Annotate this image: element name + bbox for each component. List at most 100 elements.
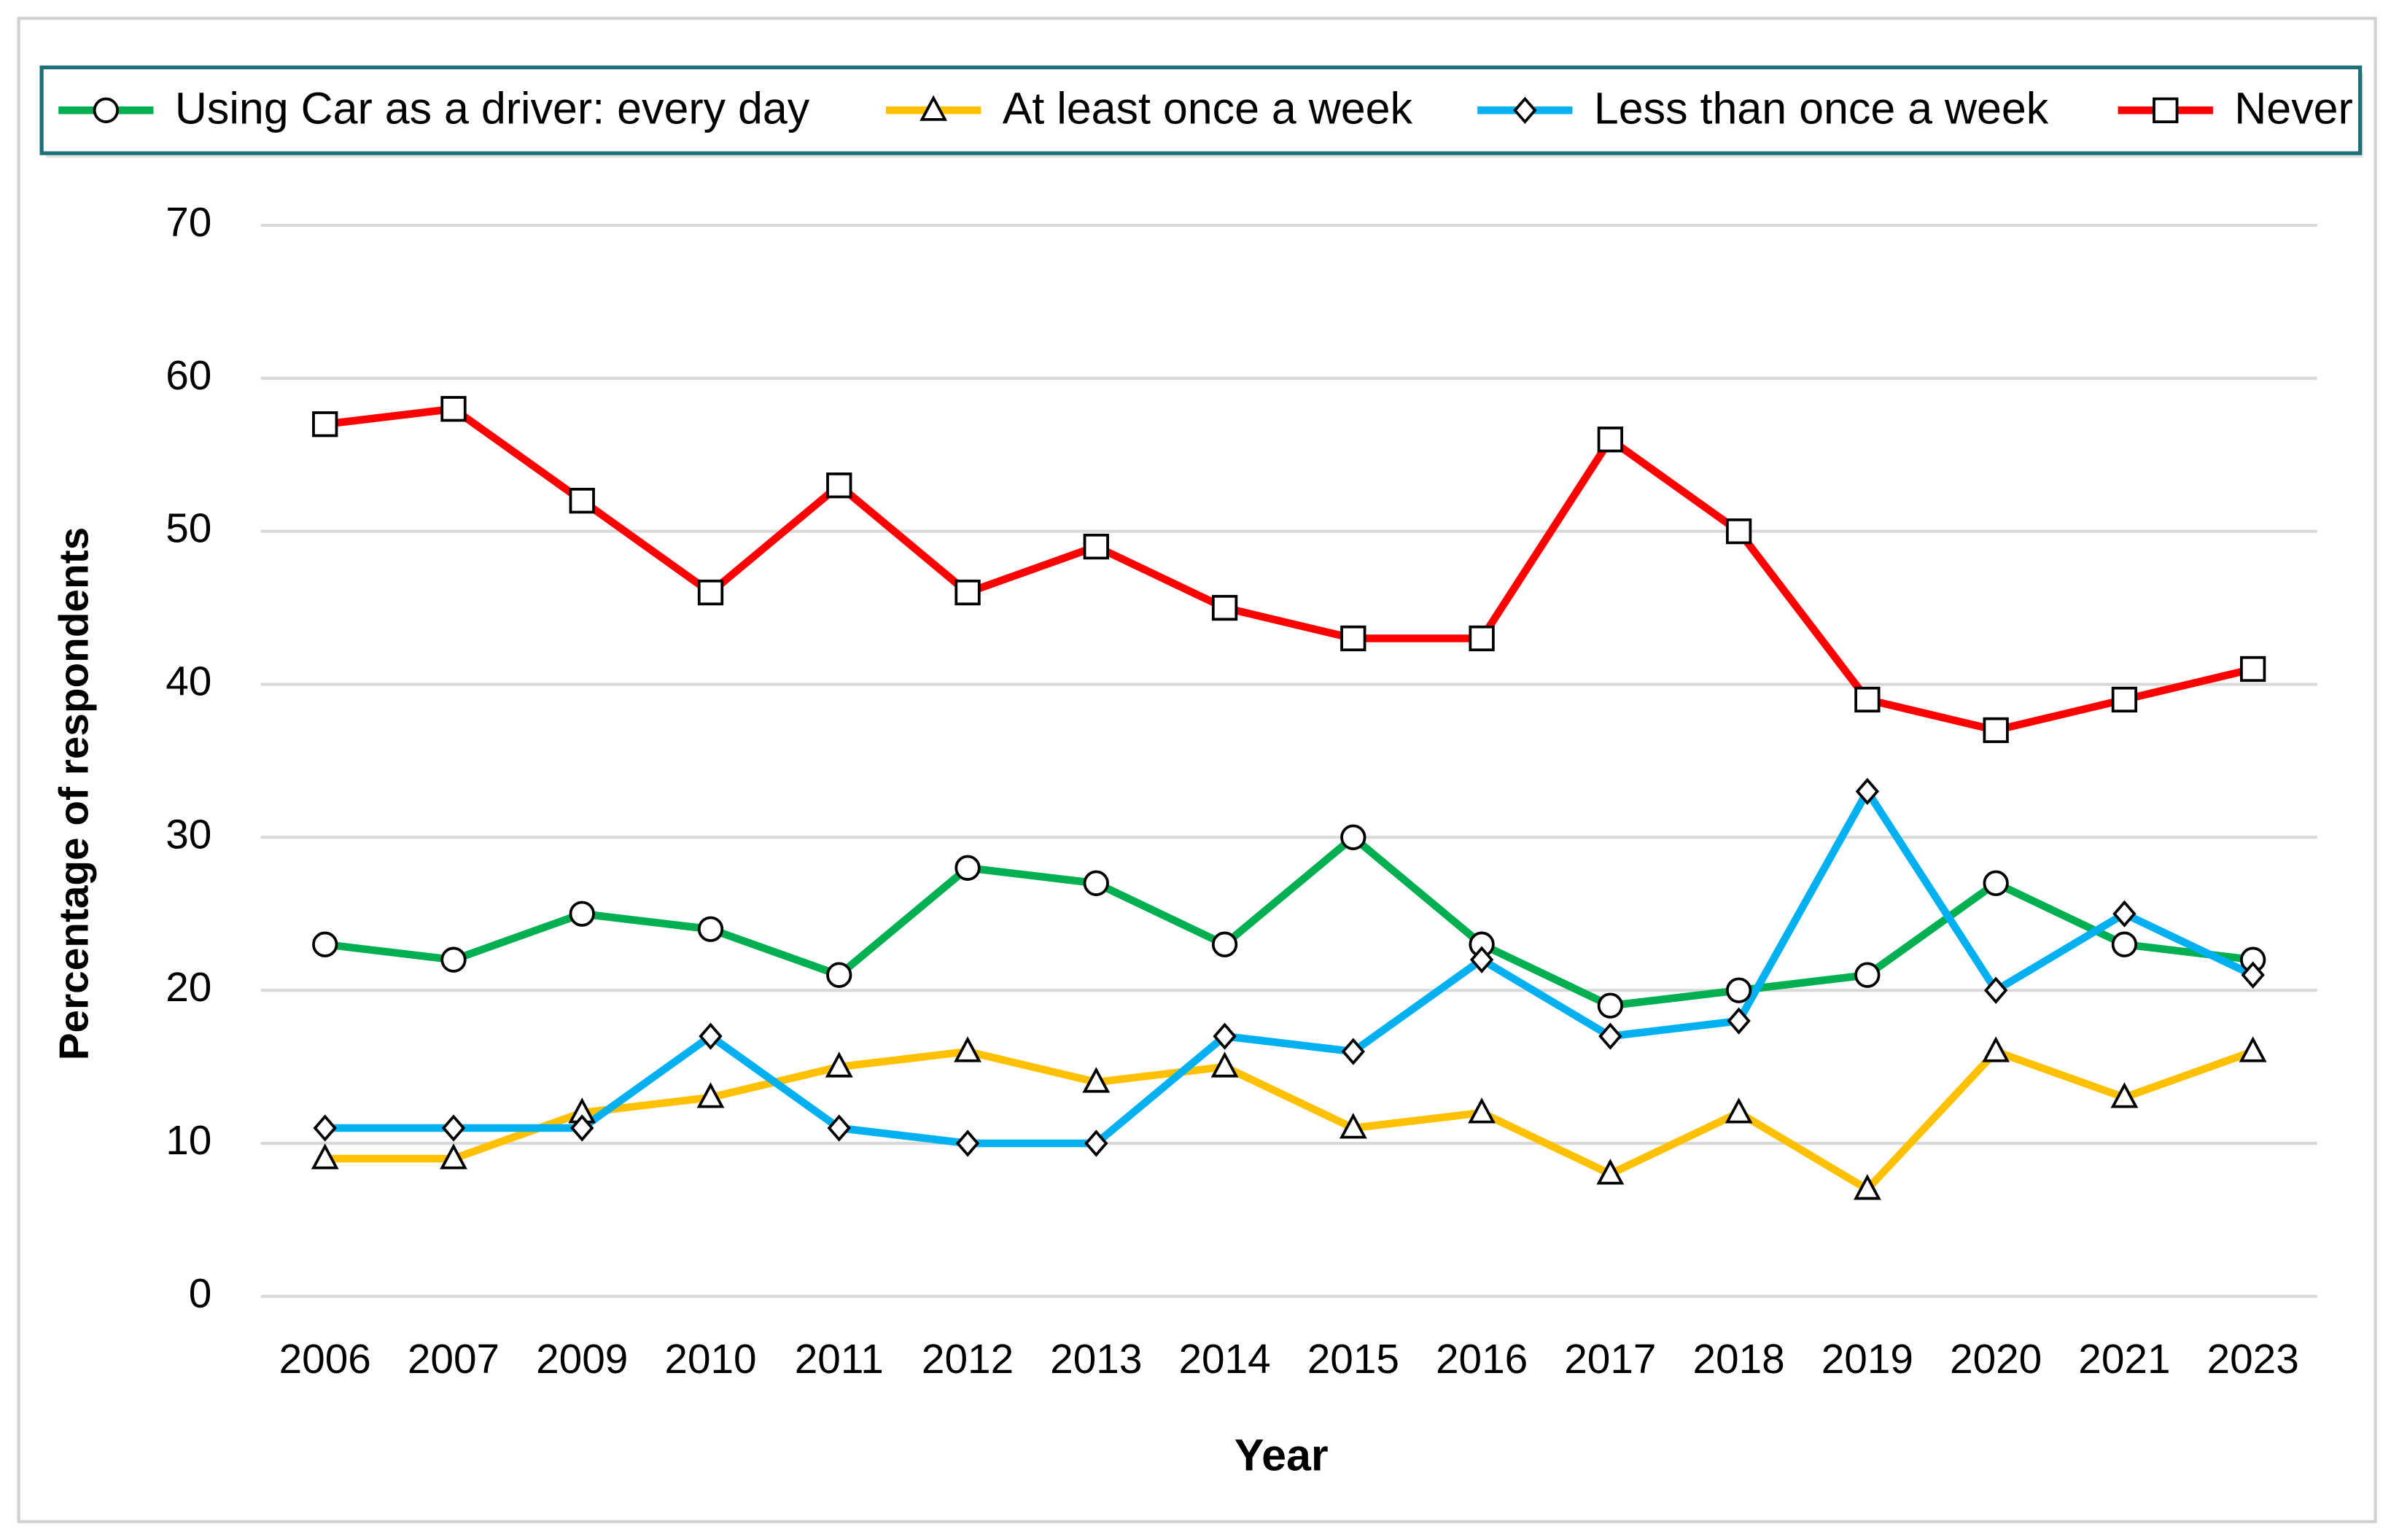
point	[313, 1114, 337, 1142]
x-tick-label: 2020	[1950, 1337, 2042, 1382]
point	[1597, 992, 1624, 1019]
legend-marker	[920, 95, 948, 121]
point	[1083, 870, 1109, 896]
point	[1982, 1036, 2010, 1062]
y-tick-label: 40	[166, 658, 211, 704]
legend-marker	[93, 97, 119, 123]
point	[697, 916, 724, 942]
point	[312, 931, 338, 957]
y-tick-label: 70	[166, 200, 211, 246]
point	[311, 1143, 339, 1170]
y-tick-label: 10	[166, 1118, 211, 1164]
point	[1340, 824, 1366, 850]
x-tick-label: 2015	[1307, 1337, 1399, 1382]
x-tick-label: 2010	[664, 1337, 756, 1382]
legend-box	[39, 65, 2363, 155]
x-axis-label: Year	[1235, 1431, 1329, 1480]
point	[440, 396, 467, 422]
point	[2241, 961, 2265, 989]
point	[1083, 533, 1109, 560]
point	[1469, 625, 1495, 652]
point	[826, 472, 852, 499]
point	[1339, 1113, 1367, 1139]
point	[1725, 1097, 1753, 1124]
legend-label: Using Car as a driver: every day	[175, 84, 810, 133]
series-line	[324, 405, 2254, 734]
y-tick-label: 20	[166, 965, 211, 1011]
point	[440, 1143, 467, 1170]
legend-label: Less than once a week	[1594, 84, 2049, 133]
x-tick-label: 2009	[536, 1337, 628, 1382]
point	[1598, 1022, 1622, 1050]
legend-marker	[1513, 96, 1537, 124]
x-tick-label: 2018	[1693, 1337, 1785, 1382]
x-tick-label: 2006	[279, 1337, 371, 1382]
legend-label: At least once a week	[1003, 84, 1413, 133]
point	[1725, 977, 1752, 1003]
point	[312, 411, 338, 438]
point	[954, 1036, 981, 1062]
point	[826, 962, 852, 988]
point	[2240, 656, 2266, 682]
series-line	[324, 1047, 2255, 1194]
y-tick-label: 30	[166, 812, 211, 858]
point	[1854, 962, 1881, 988]
point	[699, 1022, 723, 1050]
point	[2110, 1082, 2139, 1108]
x-tick-label: 2016	[1436, 1337, 1528, 1382]
x-tick-label: 2021	[2078, 1337, 2170, 1382]
point	[955, 579, 981, 606]
point	[1983, 870, 2009, 896]
point	[1854, 686, 1881, 713]
point	[1210, 1051, 1239, 1078]
point	[569, 901, 595, 927]
point	[1855, 777, 1880, 806]
point	[827, 1114, 851, 1142]
point	[1468, 1097, 1496, 1124]
point	[1340, 625, 1366, 652]
x-tick-label: 2013	[1050, 1337, 1142, 1382]
point	[1596, 1159, 1625, 1185]
point	[825, 1051, 853, 1078]
chart-frame	[17, 17, 2377, 1523]
point	[1983, 717, 2009, 744]
y-axis-label: Percentage of respondents	[51, 527, 97, 1060]
point	[2239, 1036, 2267, 1062]
point	[441, 1114, 466, 1142]
legend-marker	[2153, 97, 2179, 123]
x-tick-label: 2014	[1178, 1337, 1270, 1382]
point	[1082, 1067, 1111, 1093]
point	[570, 1114, 594, 1142]
x-tick-label: 2007	[408, 1337, 499, 1382]
point	[1725, 518, 1752, 545]
x-tick-label: 2023	[2207, 1337, 2299, 1382]
point	[1211, 594, 1238, 621]
x-tick-label: 2012	[922, 1337, 1014, 1382]
y-tick-label: 60	[166, 353, 211, 399]
point	[2111, 931, 2138, 957]
series-line	[324, 833, 2254, 1010]
y-tick-label: 0	[189, 1271, 212, 1317]
point	[1727, 1007, 1751, 1035]
point	[955, 1129, 980, 1157]
point	[697, 579, 724, 606]
point	[569, 487, 595, 514]
point	[2111, 686, 2138, 713]
y-tick-label: 50	[166, 506, 211, 552]
x-tick-label: 2011	[795, 1337, 884, 1382]
point	[2112, 900, 2137, 928]
point	[696, 1082, 725, 1108]
point	[955, 855, 981, 881]
x-tick-label: 2017	[1564, 1337, 1656, 1382]
point	[1084, 1129, 1108, 1157]
point	[1983, 976, 2008, 1004]
legend-label: Never	[2234, 84, 2353, 133]
point	[1211, 931, 1238, 957]
series-line	[324, 788, 2255, 1148]
point	[1597, 427, 1624, 453]
x-tick-label: 2019	[1822, 1337, 1913, 1382]
point	[1853, 1174, 1881, 1200]
point	[1213, 1022, 1237, 1050]
point	[440, 946, 467, 973]
